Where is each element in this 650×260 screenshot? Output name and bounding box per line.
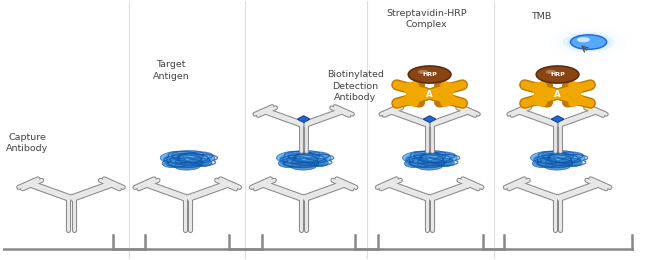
Ellipse shape [280,152,328,167]
Ellipse shape [404,158,429,168]
Circle shape [567,34,610,51]
Ellipse shape [425,152,457,163]
Ellipse shape [183,152,215,163]
Ellipse shape [431,158,454,167]
Ellipse shape [532,158,557,168]
Ellipse shape [172,151,203,159]
Text: TMB: TMB [531,12,552,21]
Ellipse shape [553,152,585,163]
Ellipse shape [160,151,195,163]
Ellipse shape [163,152,211,167]
Circle shape [571,35,606,49]
Text: A: A [554,89,561,99]
Circle shape [550,27,627,57]
Circle shape [577,37,590,42]
Ellipse shape [417,162,443,170]
Text: Target
Antigen: Target Antigen [153,60,190,81]
Text: Capture
Antibody: Capture Antibody [6,133,48,153]
Ellipse shape [534,152,582,167]
Ellipse shape [545,162,571,170]
Ellipse shape [174,162,200,170]
Ellipse shape [305,158,328,167]
Ellipse shape [558,158,582,167]
Circle shape [408,66,451,83]
Text: HRP: HRP [550,72,565,77]
Circle shape [536,66,579,83]
Circle shape [418,70,428,74]
Ellipse shape [413,151,446,159]
Ellipse shape [402,151,437,163]
Ellipse shape [276,151,311,163]
Ellipse shape [299,152,332,163]
Circle shape [546,70,556,74]
Text: A: A [426,89,433,99]
Text: Streptavidin-HRP
Complex: Streptavidin-HRP Complex [386,9,467,29]
Ellipse shape [188,158,212,167]
Ellipse shape [530,151,566,163]
Polygon shape [551,116,564,122]
Polygon shape [297,116,310,122]
Circle shape [556,29,621,55]
Ellipse shape [291,162,317,170]
Text: HRP: HRP [422,72,437,77]
Ellipse shape [162,158,187,168]
Circle shape [563,32,614,53]
Ellipse shape [288,151,320,159]
Polygon shape [423,116,436,122]
Ellipse shape [541,151,573,159]
Ellipse shape [278,158,303,168]
Text: Biotinylated
Detection
Antibody: Biotinylated Detection Antibody [327,70,383,102]
Ellipse shape [406,152,454,167]
